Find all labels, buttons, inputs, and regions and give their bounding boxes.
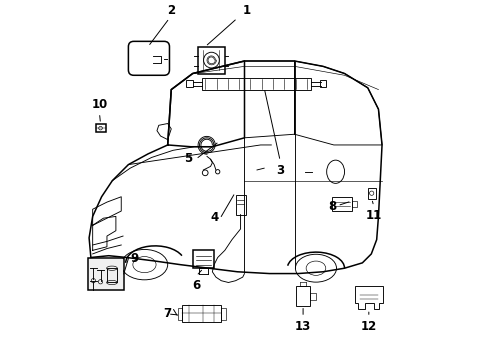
Text: 5: 5 xyxy=(184,152,192,165)
Bar xyxy=(88,258,123,290)
Text: 6: 6 xyxy=(192,279,200,292)
Text: 8: 8 xyxy=(328,200,336,213)
Text: 10: 10 xyxy=(91,98,107,111)
Text: 12: 12 xyxy=(360,320,376,333)
Bar xyxy=(319,80,325,87)
Bar xyxy=(296,286,309,306)
Bar xyxy=(351,201,356,207)
Bar xyxy=(201,78,310,90)
Text: 1: 1 xyxy=(242,4,250,17)
Bar xyxy=(106,268,117,283)
Circle shape xyxy=(99,126,102,130)
Bar xyxy=(235,195,245,215)
Text: 7: 7 xyxy=(163,307,171,320)
Bar xyxy=(198,47,224,73)
Bar xyxy=(95,124,105,132)
Bar xyxy=(331,198,351,211)
Bar xyxy=(182,305,221,322)
Text: 13: 13 xyxy=(294,320,310,333)
Bar xyxy=(88,259,123,289)
Bar xyxy=(192,250,214,268)
Bar xyxy=(221,307,225,320)
Text: 2: 2 xyxy=(167,4,175,17)
Bar xyxy=(186,80,192,87)
Bar xyxy=(177,307,182,320)
Text: 9: 9 xyxy=(130,252,138,265)
Text: 3: 3 xyxy=(276,163,284,176)
Bar xyxy=(309,293,316,300)
Bar xyxy=(367,188,375,199)
Text: 11: 11 xyxy=(365,209,381,222)
Text: 4: 4 xyxy=(210,211,218,224)
